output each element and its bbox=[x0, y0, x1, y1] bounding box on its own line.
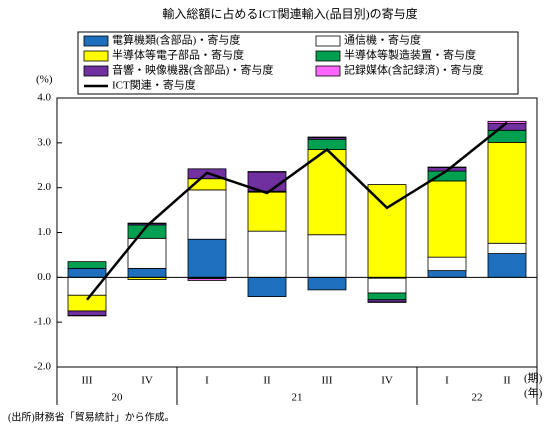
legend-swatch bbox=[83, 65, 109, 77]
y-tick-label: 1.0 bbox=[37, 226, 51, 238]
y-unit: (%) bbox=[36, 74, 53, 86]
x-unit-period: (期) bbox=[524, 372, 543, 385]
bar-segment bbox=[307, 276, 347, 291]
bar-segment bbox=[247, 276, 287, 298]
x-tick-label: IV bbox=[141, 375, 153, 387]
bar-segment bbox=[247, 230, 287, 278]
x-group-label: 22 bbox=[472, 392, 483, 404]
bar-segment bbox=[307, 138, 347, 150]
legend-swatch bbox=[315, 50, 341, 62]
legend-label: 電算機類(含部品)・寄与度 bbox=[112, 33, 240, 47]
bar-segment bbox=[487, 253, 527, 278]
legend-box bbox=[77, 31, 519, 95]
x-tick-label: II bbox=[263, 375, 271, 387]
x-tick-label: III bbox=[82, 375, 93, 387]
bar-segment bbox=[307, 149, 347, 236]
legend-swatch bbox=[83, 35, 109, 47]
legend-label: 通信機・寄与度 bbox=[344, 33, 421, 47]
bar-segment bbox=[67, 276, 107, 296]
y-tick-label: -1.0 bbox=[34, 316, 52, 328]
legend-label: 半導体等電子部品・寄与度 bbox=[112, 48, 244, 62]
x-group-label: 21 bbox=[292, 392, 303, 404]
legend-swatch bbox=[315, 65, 341, 77]
bar-segment bbox=[127, 267, 167, 278]
y-tick-label: 4.0 bbox=[37, 92, 51, 104]
bar-segment bbox=[187, 238, 227, 278]
legend-swatch bbox=[315, 35, 341, 47]
line-series bbox=[86, 121, 508, 301]
bar-segment bbox=[187, 189, 227, 240]
legend-label: 半導体等製造装置・寄与度 bbox=[344, 48, 476, 62]
bar-segment bbox=[187, 278, 227, 281]
bar-segment bbox=[247, 191, 287, 232]
bar-segment bbox=[67, 310, 107, 316]
bar-segment bbox=[427, 256, 467, 272]
y-tick-label: -2.0 bbox=[34, 361, 52, 373]
source-note: (出所)財務省「貿易統計」から作成。 bbox=[8, 410, 175, 423]
x-tick-label: III bbox=[322, 375, 333, 387]
bar-segment bbox=[427, 180, 467, 258]
x-unit-year: (年) bbox=[524, 386, 543, 400]
x-tick-label: I bbox=[205, 375, 209, 387]
x-tick-label: IV bbox=[381, 375, 393, 387]
y-tick-label: 2.0 bbox=[37, 181, 51, 193]
legend-label: 記録媒体(含記録済)・寄与度 bbox=[344, 63, 483, 77]
bar-segment bbox=[427, 270, 467, 278]
bar-segment bbox=[487, 242, 527, 254]
bar-segment bbox=[487, 141, 527, 244]
bar-segment bbox=[487, 123, 527, 131]
y-tick-label: 0.0 bbox=[37, 271, 51, 283]
bar-segment bbox=[67, 294, 107, 312]
x-tick-label: I bbox=[445, 375, 449, 387]
bar-segment bbox=[367, 292, 407, 301]
legend-label: 音響・映像機器(含部品)・寄与度 bbox=[112, 63, 273, 77]
legend-swatch bbox=[83, 50, 109, 62]
y-tick-label: 3.0 bbox=[37, 136, 51, 148]
legend-label: ICT関連・寄与度 bbox=[112, 78, 196, 92]
bar-segment bbox=[67, 261, 107, 269]
x-tick-label: II bbox=[503, 375, 511, 387]
chart-title: 輸入総額に占めるICT関連輸入(品目別)の寄与度 bbox=[162, 6, 417, 21]
bar-segment bbox=[67, 267, 107, 278]
bar-segment bbox=[367, 277, 407, 294]
x-group-label: 20 bbox=[112, 392, 124, 404]
bar-segment bbox=[307, 234, 347, 278]
